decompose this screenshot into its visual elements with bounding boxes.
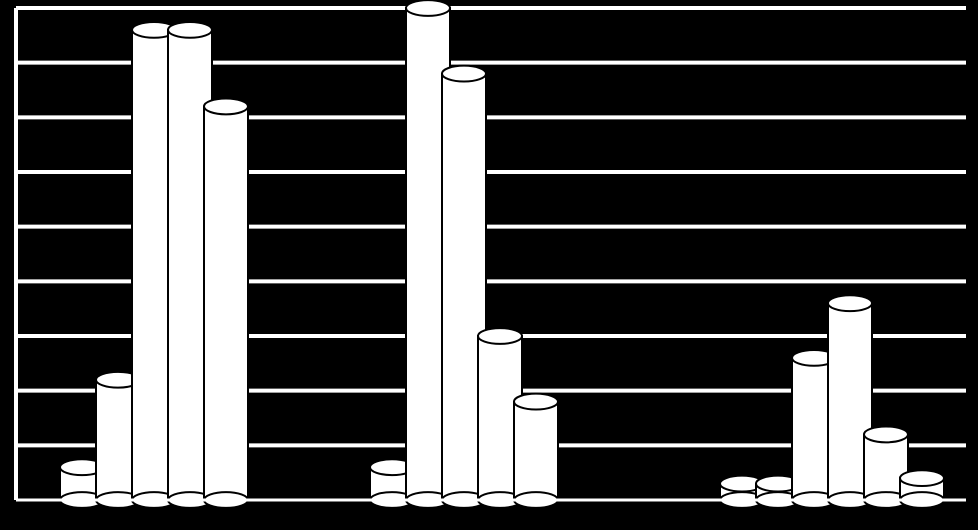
bar-chart (0, 0, 978, 530)
